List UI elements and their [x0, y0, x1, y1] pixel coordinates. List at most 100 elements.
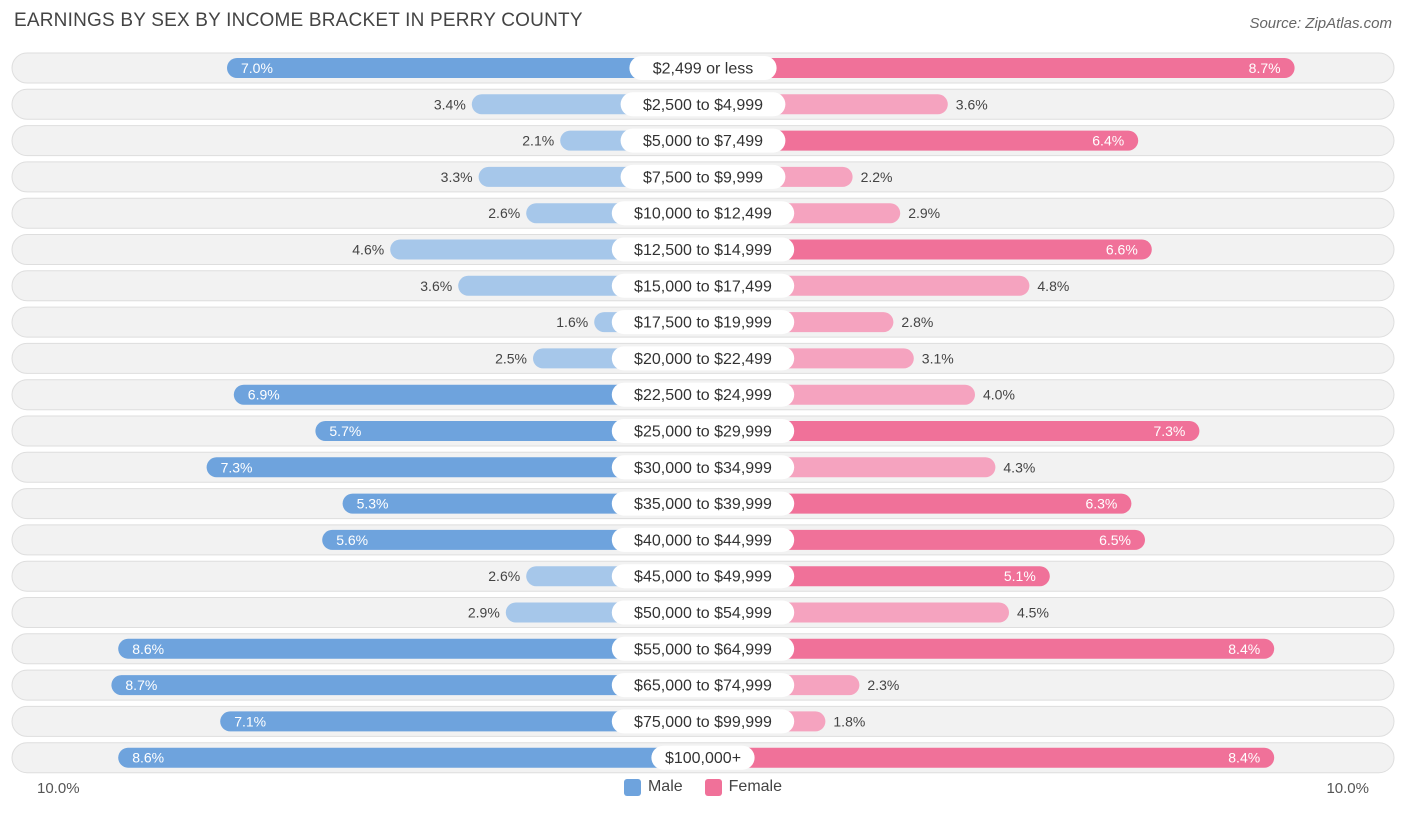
- male-bar: [227, 58, 703, 78]
- category-label: $7,500 to $9,999: [643, 169, 763, 186]
- male-bar: [220, 711, 703, 732]
- female-bar: [703, 239, 1152, 260]
- male-value-label: 3.4%: [434, 96, 466, 112]
- category-label-pill: [611, 491, 795, 516]
- category-label: $55,000 to $64,999: [634, 641, 772, 658]
- category-label-pill: [611, 600, 795, 625]
- male-value-label: 6.9%: [248, 387, 280, 403]
- bar-chart: 7.0% 8.7% $2,499 or less 3.4% 3.6% $2,500 to …: [11, 52, 1395, 774]
- female-value-label: 5.1%: [1004, 568, 1036, 584]
- female-value-label: 2.8%: [901, 314, 933, 330]
- category-label-pill: [611, 310, 795, 335]
- male-value-label: 8.7%: [125, 677, 157, 693]
- category-label: $2,499 or less: [653, 61, 754, 78]
- female-bar: [703, 747, 1275, 768]
- female-value-label: 8.4%: [1228, 750, 1260, 766]
- female-value-label: 6.4%: [1092, 133, 1124, 149]
- chart-title: EARNINGS BY SEX BY INCOME BRACKET IN PER…: [14, 10, 583, 31]
- male-bar: [206, 457, 703, 478]
- female-bar: [703, 58, 1295, 78]
- female-value-label: 1.8%: [833, 713, 865, 729]
- female-bar: [703, 638, 1275, 659]
- male-value-label: 4.6%: [352, 242, 384, 258]
- male-value-label: 5.6%: [336, 532, 368, 548]
- male-value-label: 8.6%: [132, 641, 164, 657]
- male-value-label: 5.3%: [357, 496, 389, 512]
- legend-female-label: Female: [728, 778, 783, 795]
- female-value-label: 4.3%: [1003, 459, 1035, 475]
- category-label: $25,000 to $29,999: [634, 424, 772, 441]
- category-label: $17,500 to $19,999: [634, 315, 772, 332]
- female-value-label: 6.5%: [1099, 532, 1131, 548]
- axis-min-label: 10.0%: [37, 780, 80, 797]
- male-value-label: 2.9%: [468, 605, 500, 621]
- female-value-label: 4.8%: [1037, 278, 1069, 294]
- male-value-label: 2.6%: [488, 205, 520, 221]
- category-label: $50,000 to $54,999: [634, 605, 772, 622]
- source-label: Source: ZipAtlas.com: [1249, 15, 1392, 32]
- category-label-pill: [611, 673, 795, 698]
- category-label: $30,000 to $34,999: [634, 460, 772, 477]
- male-bar: [315, 421, 703, 441]
- category-label: $15,000 to $17,499: [634, 278, 772, 295]
- female-value-label: 6.3%: [1085, 496, 1117, 512]
- male-value-label: 1.6%: [556, 314, 588, 330]
- category-label-pill: [651, 745, 755, 770]
- category-label: $12,500 to $14,999: [634, 242, 772, 259]
- male-value-label: 2.6%: [488, 568, 520, 584]
- female-value-label: 3.1%: [922, 350, 954, 366]
- male-bar: [118, 638, 703, 659]
- category-label: $5,000 to $7,499: [643, 133, 763, 150]
- male-value-label: 7.0%: [241, 60, 273, 76]
- category-label-pill: [611, 201, 795, 226]
- male-bar: [233, 384, 704, 405]
- female-value-label: 2.3%: [867, 677, 899, 693]
- male-swatch: [623, 778, 641, 796]
- category-label-pill: [629, 56, 777, 80]
- category-label-pill: [611, 709, 795, 734]
- category-label-pill: [611, 636, 795, 661]
- female-bar: [703, 130, 1139, 151]
- category-label: $40,000 to $44,999: [634, 532, 772, 549]
- category-label-pill: [611, 273, 795, 298]
- female-value-label: 6.6%: [1106, 242, 1138, 258]
- female-value-label: 2.9%: [908, 205, 940, 221]
- category-label: $65,000 to $74,999: [634, 678, 772, 695]
- category-label-pill: [620, 164, 786, 189]
- legend-item-male[interactable]: Male: [623, 778, 683, 796]
- female-value-label: 4.0%: [983, 387, 1015, 403]
- legend-male-label: Male: [647, 778, 683, 795]
- male-bar: [111, 675, 703, 696]
- female-value-label: 8.4%: [1228, 641, 1260, 657]
- category-label: $75,000 to $99,999: [634, 714, 772, 731]
- category-label: $10,000 to $12,499: [634, 206, 772, 223]
- male-value-label: 3.3%: [441, 169, 473, 185]
- male-value-label: 2.1%: [522, 133, 554, 149]
- female-bar: [703, 421, 1200, 441]
- female-value-label: 8.7%: [1249, 60, 1281, 76]
- category-label-pill: [611, 564, 795, 589]
- female-value-label: 7.3%: [1153, 423, 1185, 439]
- female-value-label: 4.5%: [1017, 605, 1049, 621]
- axis-max-label: 10.0%: [1326, 780, 1369, 797]
- male-value-label: 7.1%: [234, 713, 266, 729]
- female-bar: [703, 529, 1145, 550]
- male-value-label: 3.6%: [420, 278, 452, 294]
- category-label: $20,000 to $22,499: [634, 351, 772, 368]
- female-bar: [703, 493, 1132, 514]
- category-label-pill: [611, 527, 795, 552]
- legend-item-female[interactable]: Female: [704, 778, 783, 796]
- male-value-label: 5.7%: [329, 423, 361, 439]
- category-label-pill: [611, 455, 795, 480]
- category-label-pill: [611, 382, 795, 407]
- category-label-pill: [611, 346, 795, 371]
- category-label: $35,000 to $39,999: [634, 496, 772, 513]
- female-value-label: 2.2%: [861, 169, 893, 185]
- male-value-label: 2.5%: [495, 350, 527, 366]
- male-bar: [322, 529, 703, 550]
- female-value-label: 3.6%: [956, 96, 988, 112]
- category-label-pill: [611, 237, 795, 262]
- female-swatch: [704, 778, 722, 796]
- category-label-pill: [611, 419, 795, 443]
- male-bar: [118, 747, 703, 768]
